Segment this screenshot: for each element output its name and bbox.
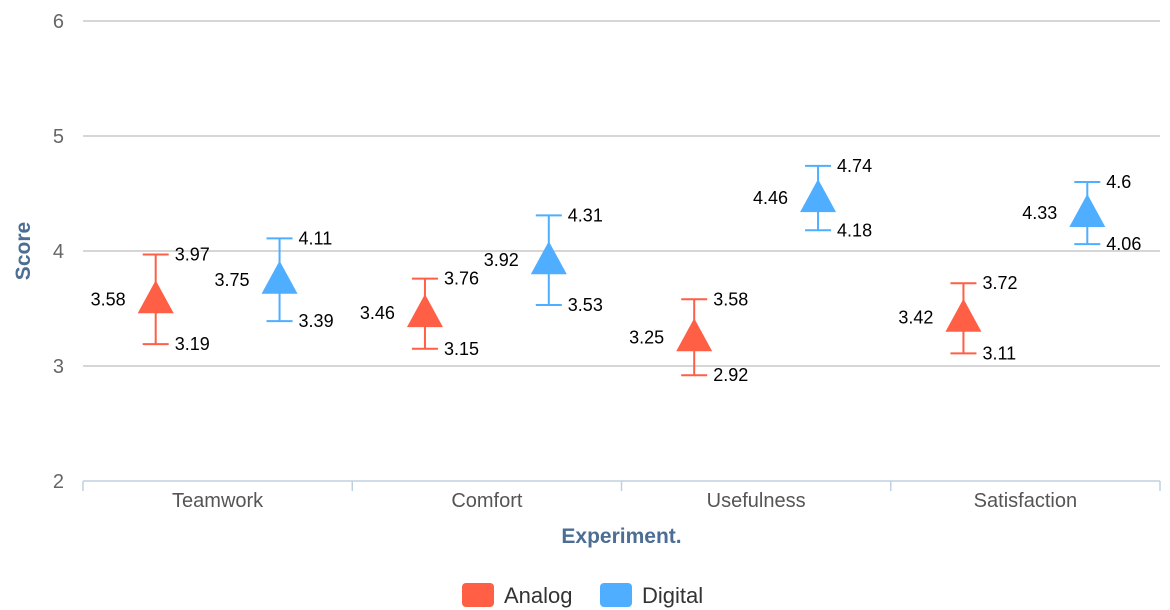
error-low-label: 4.18 (837, 220, 872, 240)
error-low-label: 3.15 (444, 339, 479, 359)
y-axis-title: Score (12, 222, 35, 280)
x-tick-label: Usefulness (707, 490, 806, 512)
value-label: 3.46 (360, 303, 395, 323)
x-tick-label: Comfort (451, 490, 523, 512)
error-high-label: 3.72 (982, 273, 1017, 293)
data-point-marker (945, 298, 982, 332)
error-high-label: 3.58 (713, 289, 748, 309)
legend-item-digital[interactable]: Digital (600, 583, 703, 608)
value-label: 3.58 (91, 289, 126, 309)
error-high-label: 3.97 (175, 244, 210, 264)
error-low-label: 2.92 (713, 365, 748, 385)
x-axis-title: Experiment. (561, 525, 681, 548)
series-digital: 3.75 4.11 3.39 3.92 4.31 3.53 4.46 4.74 4.18 4.33… (215, 156, 1142, 331)
series: 3.58 3.97 3.19 3.46 3.76 3.15 3.25 3.58 2.92 3.42… (91, 156, 1142, 385)
value-label: 4.33 (1022, 203, 1057, 223)
grid: 2 3 4 5 6 (53, 11, 1160, 493)
data-point-marker (406, 294, 443, 328)
data-point-marker (1069, 194, 1106, 228)
error-high-label: 4.6 (1106, 172, 1131, 192)
data-point-marker (676, 318, 713, 352)
y-tick-label: 6 (53, 11, 64, 33)
data-point-marker (530, 241, 567, 275)
legend-label: Digital (642, 583, 703, 608)
legend-swatch (462, 583, 494, 607)
legend-label: Analog (504, 583, 573, 608)
x-axis: Teamwork Comfort Usefulness Satisfaction (82, 480, 1161, 512)
value-label: 3.42 (898, 308, 933, 328)
y-tick-label: 5 (53, 126, 64, 148)
error-high-label: 4.74 (837, 156, 872, 176)
value-label: 3.92 (484, 250, 519, 270)
series-analog: 3.58 3.97 3.19 3.46 3.76 3.15 3.25 3.58 2.92 3.42… (91, 244, 1018, 385)
legend-item-analog[interactable]: Analog (462, 583, 573, 608)
x-tick-label: Satisfaction (974, 490, 1077, 512)
value-label: 3.25 (629, 327, 664, 347)
error-low-label: 3.53 (568, 295, 603, 315)
value-label: 4.46 (753, 188, 788, 208)
data-point-marker (137, 280, 174, 314)
y-tick-label: 3 (53, 356, 64, 378)
legend[interactable]: Analog Digital (462, 583, 703, 608)
error-high-label: 4.31 (568, 205, 603, 225)
error-low-label: 4.06 (1106, 234, 1141, 254)
value-label: 3.75 (215, 270, 250, 290)
error-high-label: 4.11 (299, 228, 333, 248)
data-point-marker (261, 260, 298, 294)
error-low-label: 3.19 (175, 334, 210, 354)
error-high-label: 3.76 (444, 269, 479, 289)
data-point-marker (800, 179, 837, 213)
legend-swatch (600, 583, 632, 607)
error-low-label: 3.11 (982, 343, 1016, 363)
x-tick-label: Teamwork (172, 490, 264, 512)
y-tick-label: 2 (53, 471, 64, 493)
error-low-label: 3.39 (299, 311, 334, 331)
y-tick-label: 4 (53, 241, 64, 263)
